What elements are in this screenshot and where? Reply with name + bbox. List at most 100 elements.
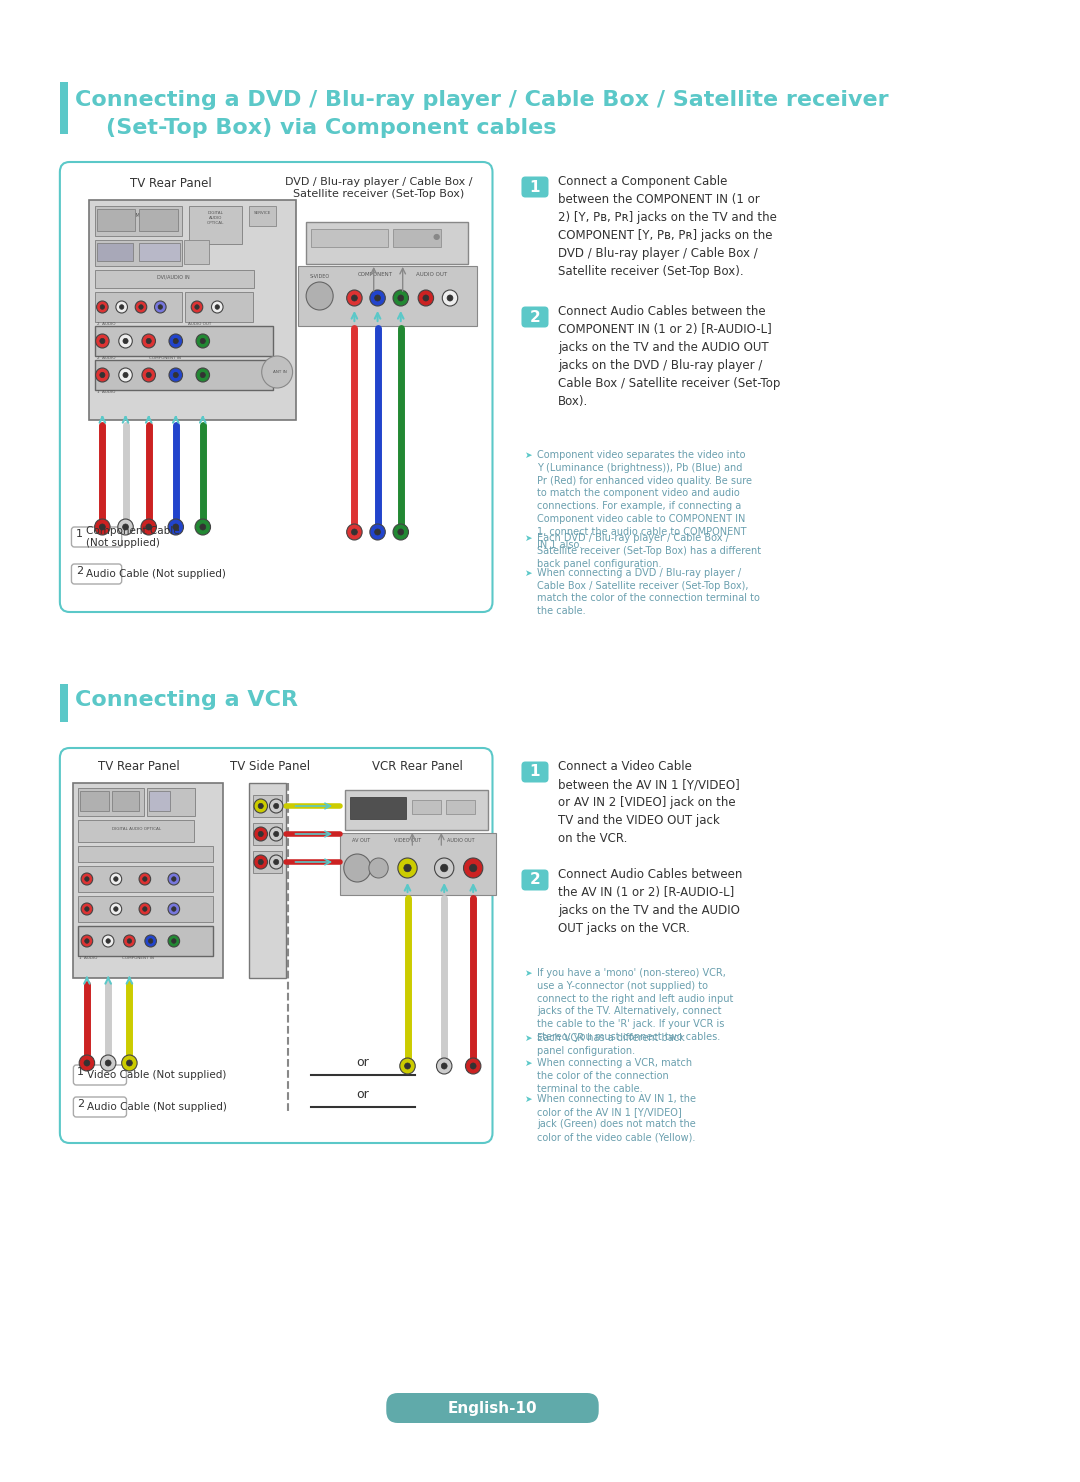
Circle shape bbox=[443, 290, 458, 305]
Circle shape bbox=[254, 855, 268, 868]
Circle shape bbox=[99, 372, 105, 378]
Bar bbox=[186, 292, 253, 322]
Text: AUDIO OUT: AUDIO OUT bbox=[416, 273, 447, 277]
Circle shape bbox=[441, 864, 448, 871]
Circle shape bbox=[123, 525, 129, 531]
Circle shape bbox=[258, 860, 264, 864]
Text: ➤: ➤ bbox=[525, 969, 532, 978]
Text: When connecting a VCR, match
the color of the connection
terminal to the cable.: When connecting a VCR, match the color o… bbox=[537, 1058, 692, 1094]
Circle shape bbox=[168, 873, 179, 885]
Text: ANT IN: ANT IN bbox=[273, 370, 287, 373]
Circle shape bbox=[215, 305, 219, 310]
Circle shape bbox=[273, 831, 279, 837]
Circle shape bbox=[113, 907, 118, 911]
Bar bbox=[112, 791, 139, 811]
Text: ➤: ➤ bbox=[525, 451, 532, 459]
Circle shape bbox=[393, 525, 408, 539]
Circle shape bbox=[146, 525, 151, 531]
Text: (Set-Top Box) via Component cables: (Set-Top Box) via Component cables bbox=[76, 119, 557, 138]
Bar bbox=[306, 222, 469, 264]
Text: 2: 2 bbox=[77, 566, 83, 576]
Text: Connecting a DVD / Blu-ray player / Cable Box / Satellite receiver: Connecting a DVD / Blu-ray player / Cabl… bbox=[76, 90, 889, 110]
Text: COMPONENT IN: COMPONENT IN bbox=[149, 356, 180, 360]
Circle shape bbox=[135, 301, 147, 313]
Circle shape bbox=[173, 338, 178, 344]
Circle shape bbox=[442, 1063, 447, 1069]
Circle shape bbox=[254, 799, 268, 814]
Circle shape bbox=[123, 338, 129, 344]
Circle shape bbox=[375, 529, 380, 535]
Bar bbox=[189, 206, 242, 245]
Text: ➤: ➤ bbox=[525, 1060, 532, 1069]
Text: DVD / Blu-ray player / Cable Box /
Satellite receiver (Set-Top Box): DVD / Blu-ray player / Cable Box / Satel… bbox=[285, 176, 472, 200]
Circle shape bbox=[146, 372, 151, 378]
Circle shape bbox=[84, 1060, 90, 1066]
Circle shape bbox=[146, 338, 151, 344]
Text: ●: ● bbox=[433, 233, 441, 242]
Circle shape bbox=[84, 938, 90, 943]
Circle shape bbox=[397, 858, 417, 877]
Text: Connecting a VCR: Connecting a VCR bbox=[76, 691, 298, 710]
Text: HDMI IN: HDMI IN bbox=[129, 213, 148, 218]
Circle shape bbox=[116, 301, 127, 313]
Circle shape bbox=[343, 854, 370, 882]
Text: or: or bbox=[356, 1088, 369, 1101]
Circle shape bbox=[200, 338, 205, 344]
Bar bbox=[350, 797, 406, 820]
Circle shape bbox=[100, 305, 105, 310]
Text: SERVICE: SERVICE bbox=[254, 210, 271, 215]
Bar bbox=[78, 788, 144, 817]
Circle shape bbox=[423, 295, 429, 301]
Text: COMPONENT IN: COMPONENT IN bbox=[122, 956, 153, 960]
Bar bbox=[89, 200, 297, 419]
Text: DIGITAL
AUDIO
OPTICAL: DIGITAL AUDIO OPTICAL bbox=[206, 212, 224, 225]
Text: 2: 2 bbox=[529, 310, 540, 325]
Text: DIGITAL AUDIO OPTICAL: DIGITAL AUDIO OPTICAL bbox=[111, 827, 161, 831]
Circle shape bbox=[404, 864, 411, 871]
Circle shape bbox=[254, 827, 268, 840]
Text: TV Rear Panel: TV Rear Panel bbox=[98, 760, 180, 774]
Circle shape bbox=[120, 305, 124, 310]
Circle shape bbox=[122, 1055, 137, 1071]
Circle shape bbox=[168, 935, 179, 947]
Circle shape bbox=[168, 903, 179, 914]
Bar bbox=[413, 800, 442, 814]
Circle shape bbox=[106, 938, 110, 943]
Bar bbox=[253, 823, 282, 845]
FancyBboxPatch shape bbox=[522, 762, 549, 782]
Circle shape bbox=[397, 295, 404, 301]
Text: If you have a 'mono' (non-stereo) VCR,
use a Y-connector (not supplied) to
conne: If you have a 'mono' (non-stereo) VCR, u… bbox=[537, 968, 733, 1042]
Circle shape bbox=[110, 873, 122, 885]
Bar bbox=[185, 240, 208, 264]
Bar bbox=[59, 82, 68, 133]
Bar bbox=[340, 833, 497, 895]
Circle shape bbox=[200, 525, 205, 531]
Circle shape bbox=[405, 1063, 410, 1069]
Circle shape bbox=[141, 368, 156, 382]
Text: When connecting a DVD / Blu-ray player /
Cable Box / Satellite receiver (Set-Top: When connecting a DVD / Blu-ray player /… bbox=[537, 568, 760, 617]
Circle shape bbox=[470, 864, 477, 871]
Bar bbox=[95, 292, 181, 322]
Bar bbox=[249, 782, 286, 978]
Circle shape bbox=[434, 858, 454, 877]
Circle shape bbox=[212, 301, 224, 313]
Circle shape bbox=[369, 858, 388, 877]
Bar bbox=[78, 820, 194, 842]
Circle shape bbox=[418, 290, 433, 305]
FancyBboxPatch shape bbox=[387, 1393, 598, 1423]
Circle shape bbox=[148, 938, 153, 943]
Circle shape bbox=[110, 903, 122, 914]
Bar bbox=[78, 846, 214, 863]
Text: 1  AUDIO: 1 AUDIO bbox=[96, 390, 114, 394]
Circle shape bbox=[168, 368, 183, 382]
Circle shape bbox=[84, 907, 90, 911]
FancyBboxPatch shape bbox=[522, 176, 549, 197]
Bar bbox=[147, 788, 195, 817]
Circle shape bbox=[127, 938, 132, 943]
Circle shape bbox=[81, 903, 93, 914]
Circle shape bbox=[347, 290, 362, 305]
Circle shape bbox=[154, 301, 166, 313]
Text: Connect Audio Cables between the
COMPONENT IN (1 or 2) [R-AUDIO-L]
jacks on the : Connect Audio Cables between the COMPONE… bbox=[558, 305, 781, 408]
Text: Component Cable
(Not supplied): Component Cable (Not supplied) bbox=[86, 526, 179, 548]
Text: AUDIO OUT: AUDIO OUT bbox=[188, 322, 212, 326]
